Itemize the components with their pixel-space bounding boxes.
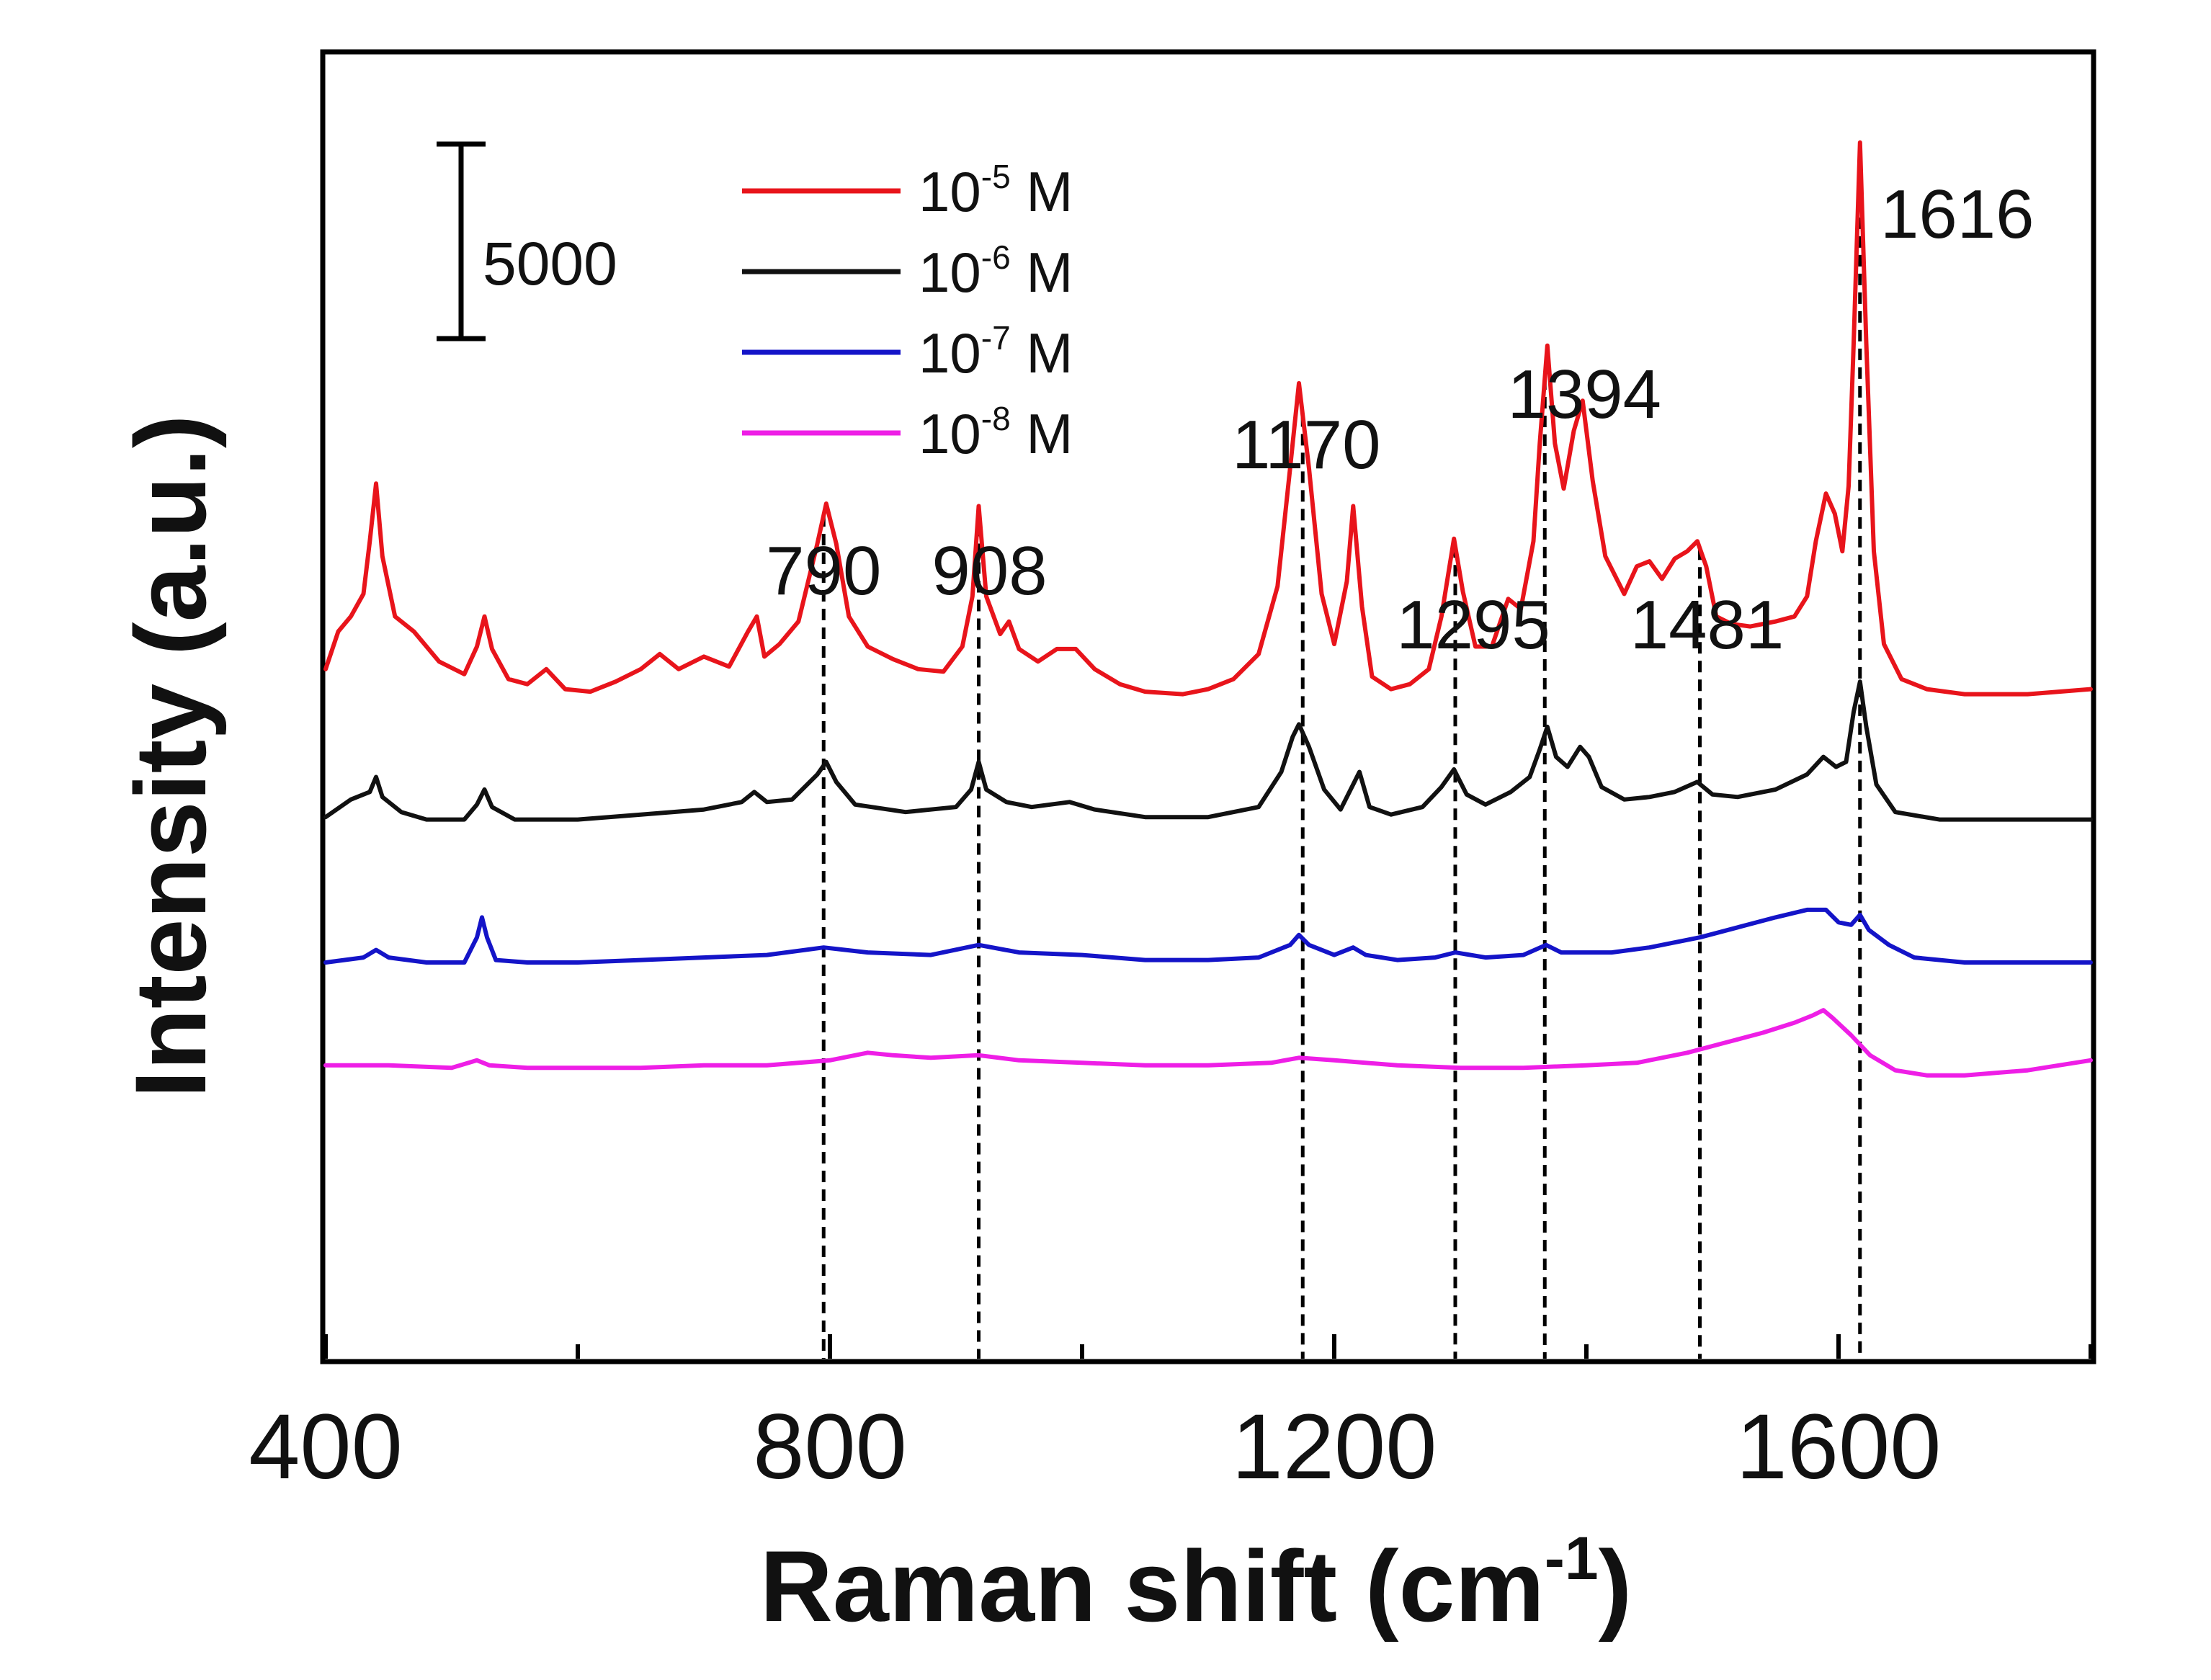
legend-label-2: 10-6 M xyxy=(919,238,1073,304)
intensity-scale-bar: 5000 xyxy=(437,141,617,341)
peak-label-1170: 1170 xyxy=(1232,406,1380,483)
peak-label-790: 790 xyxy=(766,532,881,609)
peak-label-908: 908 xyxy=(932,532,1047,609)
x-axis-title: Raman shift (cm-1) xyxy=(760,1524,1632,1643)
x-tick-label-1200: 1200 xyxy=(1232,1395,1437,1498)
series-line-1 xyxy=(323,140,2093,697)
x-tick-label-800: 800 xyxy=(753,1395,907,1498)
x-tick-label-400: 400 xyxy=(249,1395,403,1498)
legend-label-3: 10-7 M xyxy=(919,319,1073,385)
peak-markers xyxy=(821,142,1862,1359)
scale-bar-label: 5000 xyxy=(483,230,617,298)
legend-label-4: 10-8 M xyxy=(919,400,1073,465)
x-tick-label-1600: 1600 xyxy=(1736,1395,1942,1498)
legend-label-1: 10-5 M xyxy=(919,158,1073,223)
plot-frame xyxy=(320,49,2096,1364)
peak-labels: 790 908 1170 1295 1394 1481 1616 xyxy=(766,176,2034,663)
series-lines xyxy=(323,140,2093,1078)
peak-label-1481: 1481 xyxy=(1630,586,1785,663)
peak-label-1394: 1394 xyxy=(1507,356,1661,433)
legend: 10-5 M 10-6 M 10-7 M 10-8 M xyxy=(742,158,1073,465)
peak-label-1295: 1295 xyxy=(1396,586,1550,663)
peak-label-1616: 1616 xyxy=(1880,176,2034,253)
x-axis-ticks: 400 800 1200 1600 xyxy=(249,1334,2093,1498)
series-line-4 xyxy=(323,1008,2093,1078)
series-line-3 xyxy=(323,907,2093,965)
series-line-2 xyxy=(323,679,2093,822)
y-axis-title: Intensity (a.u.) xyxy=(114,415,227,1099)
